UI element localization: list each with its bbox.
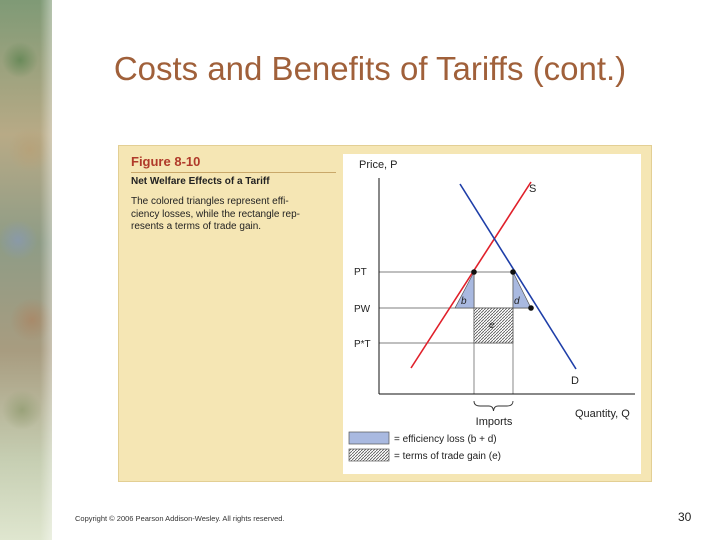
point-demand-pw: [528, 305, 534, 311]
rectangle-e: [473, 307, 514, 344]
figure-number: Figure 8-10: [131, 154, 201, 169]
decorative-fade: [40, 0, 70, 540]
legend-terms-text: = terms of trade gain (e): [394, 451, 501, 462]
graph-panel: Price, P Quantity, Q S D PT PW P*T b d e…: [343, 154, 641, 474]
x-axis-label: Quantity, Q: [575, 408, 630, 420]
point-supply-pt: [471, 269, 477, 275]
imports-brace: [473, 400, 514, 412]
area-label-e: e: [489, 320, 495, 331]
figure-divider: [131, 172, 336, 173]
imports-label: Imports: [476, 416, 513, 428]
figure-subtitle: Net Welfare Effects of a Tariff: [131, 176, 270, 187]
legend-swatch-terms: [348, 448, 390, 462]
figure-panel: Figure 8-10 Net Welfare Effects of a Tar…: [118, 145, 652, 482]
caption-line: resents a terms of trade gain.: [131, 221, 262, 232]
triangle-d: [512, 271, 532, 309]
demand-label: D: [571, 375, 579, 387]
area-label-b: b: [461, 296, 467, 307]
page-number: 30: [678, 510, 692, 524]
price-label-pt: PT: [354, 267, 367, 278]
demand-curve: [459, 183, 577, 370]
triangle-b: [454, 271, 475, 309]
slide-title: Costs and Benefits of Tariffs (cont.): [113, 50, 627, 87]
figure-caption: The colored triangles represent effi- ci…: [131, 196, 336, 234]
caption-line: ciency losses, while the rectangle rep-: [131, 208, 300, 220]
price-label-pw: PW: [354, 304, 371, 315]
legend-swatch-efficiency: [348, 431, 390, 445]
legend-efficiency-text: = efficiency loss (b + d): [394, 434, 497, 445]
y-axis-label: Price, P: [359, 159, 398, 171]
point-demand-pt: [510, 269, 516, 275]
caption-line: The colored triangles represent effi-: [131, 196, 289, 207]
supply-curve: [410, 181, 532, 369]
supply-label: S: [529, 183, 536, 195]
area-label-d: d: [514, 296, 520, 307]
price-label-pt-star: P*T: [354, 339, 371, 350]
tariff-diagram: Price, P Quantity, Q S D PT PW P*T b d e…: [348, 159, 635, 462]
copyright-notice: Copyright © 2006 Pearson Addison-Wesley.…: [75, 514, 285, 523]
